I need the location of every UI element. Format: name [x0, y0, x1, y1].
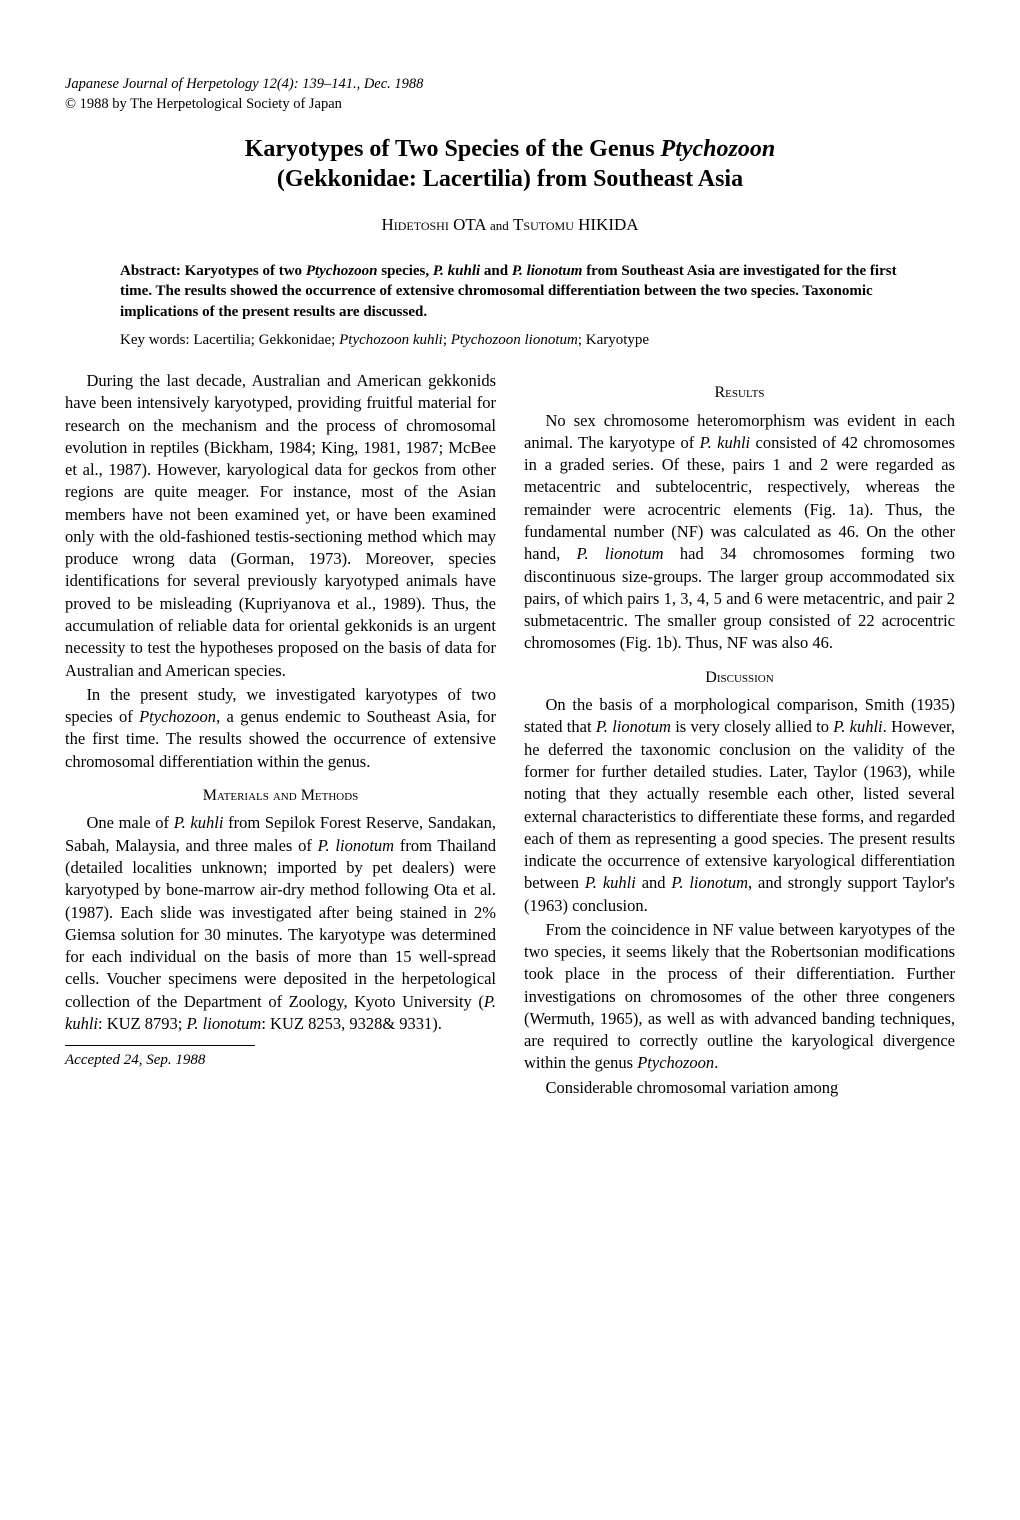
dis2-a: From the coincidence in NF value between…	[524, 920, 955, 1073]
intro-para1: During the last decade, Australian and A…	[65, 370, 496, 682]
author1-first: Hidetoshi	[381, 215, 448, 234]
dis1-sp1: P. lionotum	[596, 717, 671, 736]
title-line2: (Gekkonidae: Lacertilia) from Southeast …	[277, 166, 743, 192]
abstract-block: Abstract: Karyotypes of two Ptychozoon s…	[120, 261, 900, 322]
keyword-1: Ptychozoon kuhli	[339, 332, 443, 348]
citation-text: 12(4): 139–141., Dec. 1988	[259, 76, 424, 92]
dis2-b: .	[714, 1053, 718, 1072]
journal-citation: Japanese Journal of Herpetology 12(4): 1…	[65, 75, 955, 95]
copyright-line: © 1988 by The Herpetological Society of …	[65, 95, 955, 115]
journal-name: Japanese Journal of Herpetology	[65, 76, 259, 92]
keywords-label: Key words:	[120, 332, 193, 348]
discussion-heading: Discussion	[524, 667, 955, 689]
authors-line: Hidetoshi OTA and Tsutomu HIKIDA	[65, 214, 955, 237]
author2-last: HIKIDA	[574, 215, 639, 234]
abstract-mid1: species,	[377, 263, 432, 279]
mm-e: : KUZ 8253, 9328& 9331).	[261, 1014, 442, 1033]
results-para: No sex chromosome heteromorphism was evi…	[524, 410, 955, 655]
keyword-2: Ptychozoon lionotum	[451, 332, 578, 348]
keywords-pre: Lacertilia; Gekkonidae;	[193, 332, 339, 348]
res-sp2: P. lionotum	[577, 544, 664, 563]
keyword-3: Karyotype	[586, 332, 649, 348]
accepted-date: Accepted 24, Sep. 1988	[65, 1050, 496, 1070]
abstract-label: Abstract:	[120, 263, 185, 279]
journal-header: Japanese Journal of Herpetology 12(4): 1…	[65, 75, 955, 114]
mm-d: : KUZ 8793;	[98, 1014, 186, 1033]
dis1-sp3: P. kuhli	[585, 873, 636, 892]
res-sp1: P. kuhli	[700, 433, 750, 452]
mm-sp2b: P. lionotum	[186, 1014, 261, 1033]
author2-first: Tsutomu	[513, 215, 574, 234]
dis1-sp2: P. kuhli	[833, 717, 882, 736]
discussion-para3: Considerable chromosomal variation among	[524, 1077, 955, 1099]
abstract-species2: P. lionotum	[512, 263, 583, 279]
discussion-para1: On the basis of a morphological comparis…	[524, 694, 955, 917]
paper-title: Karyotypes of Two Species of the Genus P…	[65, 134, 955, 194]
results-heading: Results	[524, 382, 955, 404]
intro2-genus: Ptychozoon	[139, 707, 216, 726]
dis1-sp4: P. lionotum	[671, 873, 748, 892]
right-column: Results No sex chromosome heteromorphism…	[524, 370, 955, 1101]
discussion-para2: From the coincidence in NF value between…	[524, 919, 955, 1075]
dis1-b: is very closely allied to	[671, 717, 833, 736]
dis1-d: and	[636, 873, 672, 892]
dis2-genus: Ptychozoon	[637, 1053, 714, 1072]
materials-methods-para: One male of P. kuhli from Sepilok Forest…	[65, 812, 496, 1035]
footer-rule	[65, 1045, 255, 1046]
keywords-block: Key words: Lacertilia; Gekkonidae; Ptych…	[120, 330, 900, 350]
intro-para2: In the present study, we investigated ka…	[65, 684, 496, 773]
abstract-mid2: and	[480, 263, 512, 279]
mm-sp1: P. kuhli	[174, 813, 224, 832]
mm-a: One male of	[86, 813, 173, 832]
materials-methods-heading: Materials and Methods	[65, 785, 496, 807]
two-column-body: During the last decade, Australian and A…	[65, 370, 955, 1101]
abstract-genus: Ptychozoon	[306, 263, 378, 279]
mm-c: from Thailand (detailed localities unkno…	[65, 836, 496, 1011]
title-line1: Karyotypes of Two Species of the Genus	[245, 136, 661, 162]
kw-sep1: ;	[443, 332, 451, 348]
mm-sp2: P. lionotum	[318, 836, 395, 855]
kw-sep2: ;	[578, 332, 586, 348]
abstract-pre: Karyotypes of two	[185, 263, 306, 279]
authors-and: and	[490, 218, 509, 233]
abstract-species1: P. kuhli	[433, 263, 480, 279]
dis1-c: . However, he deferred the taxonomic con…	[524, 717, 955, 892]
author1-last: OTA	[449, 215, 490, 234]
left-column: During the last decade, Australian and A…	[65, 370, 496, 1101]
title-genus: Ptychozoon	[661, 136, 776, 162]
